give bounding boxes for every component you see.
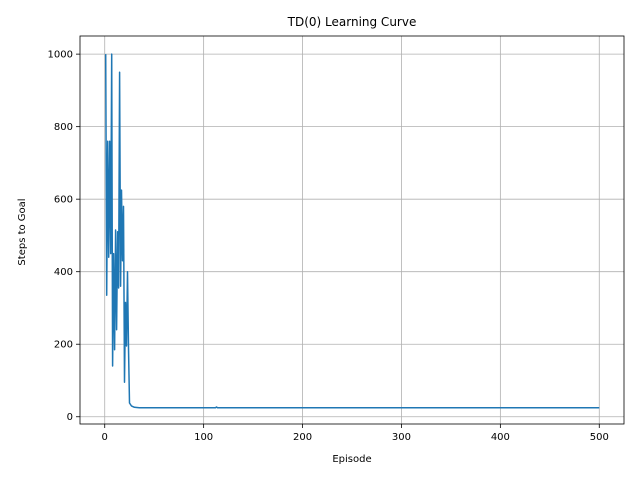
y-tick-label: 0 (67, 412, 73, 423)
x-axis-title: Episode (332, 454, 371, 465)
x-tick-label: 400 (491, 432, 510, 443)
x-tick-label: 200 (293, 432, 312, 443)
y-tick-label: 800 (54, 122, 73, 133)
y-axis-title: Steps to Goal (17, 198, 28, 265)
y-tick-label: 600 (54, 195, 73, 206)
series-line-steps-to-goal (104, 53, 600, 409)
axis-ticks: 0 100 200 300 400 500 0 200 400 600 800 1000 (48, 50, 609, 443)
grid-lines (80, 36, 624, 424)
x-tick-label: 300 (392, 432, 411, 443)
y-tick-label: 400 (54, 267, 73, 278)
series-layer (104, 53, 600, 409)
y-tick-label: 200 (54, 340, 73, 351)
x-tick-label: 0 (102, 432, 108, 443)
y-tick-label: 1000 (48, 50, 73, 61)
x-tick-label: 500 (590, 432, 609, 443)
plot-frame (79, 35, 625, 425)
x-tick-label: 100 (194, 432, 213, 443)
chart-title: TD(0) Learning Curve (287, 15, 417, 29)
